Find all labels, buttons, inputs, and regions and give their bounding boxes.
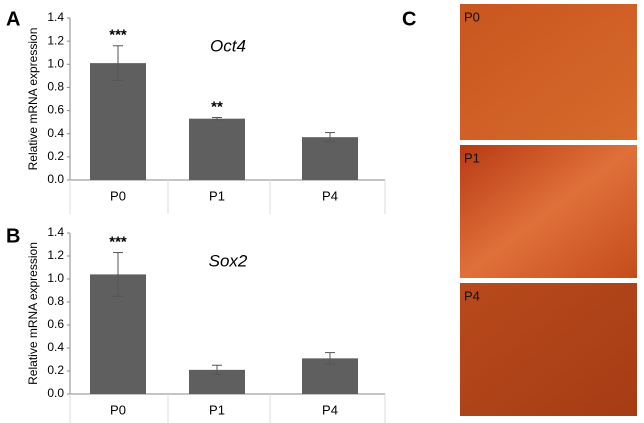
y-tick-label: 1.4 — [47, 225, 64, 239]
error-bar — [113, 45, 123, 81]
y-tick-label: 0.4 — [47, 126, 64, 140]
micrograph — [460, 4, 637, 140]
y-tick-label: 0.4 — [47, 340, 64, 354]
y-tick-label: 0.2 — [47, 149, 64, 163]
chart-title: Sox2 — [209, 251, 248, 270]
x-tick-label: P4 — [322, 402, 338, 417]
x-tick-label: P1 — [209, 402, 225, 417]
micrograph — [460, 283, 637, 416]
y-tick-label: 1.2 — [47, 248, 64, 262]
y-axis-label: Relative mRNA expression — [26, 28, 40, 171]
y-tick-label: 1.4 — [47, 10, 64, 24]
panel-label: A — [6, 8, 20, 30]
y-tick-label: 0.6 — [47, 317, 64, 331]
y-tick-label: 1.0 — [47, 56, 64, 70]
y-tick-label: 1.2 — [47, 33, 64, 47]
error-bar — [325, 352, 335, 365]
y-axis-label: Relative mRNA expression — [26, 242, 40, 385]
image-label: P4 — [464, 288, 480, 303]
significance-label: *** — [109, 234, 127, 251]
y-tick-label: 0.0 — [47, 386, 64, 400]
significance-label: *** — [109, 27, 127, 44]
significance-label: ** — [211, 98, 223, 115]
image-label: P1 — [464, 150, 480, 165]
x-tick-label: P4 — [322, 188, 338, 203]
y-tick-label: 0.8 — [47, 80, 64, 94]
error-bar — [212, 364, 222, 375]
x-tick-label: P0 — [110, 402, 126, 417]
y-tick-label: 0.0 — [47, 172, 64, 186]
panel-label: C — [402, 8, 416, 30]
bar — [90, 63, 146, 180]
bar — [189, 118, 245, 180]
error-bar — [212, 117, 222, 121]
panel-label: B — [6, 225, 20, 247]
image-label: P0 — [464, 9, 480, 24]
y-tick-label: 0.2 — [47, 363, 64, 377]
y-tick-label: 1.0 — [47, 271, 64, 285]
chart-title: Oct4 — [210, 36, 246, 55]
micrograph — [460, 145, 637, 278]
y-tick-label: 0.8 — [47, 294, 64, 308]
y-tick-label: 0.6 — [47, 103, 64, 117]
error-bar — [325, 132, 335, 143]
x-tick-label: P1 — [209, 188, 225, 203]
error-bar — [113, 252, 123, 297]
bar — [302, 137, 358, 180]
x-tick-label: P0 — [110, 188, 126, 203]
